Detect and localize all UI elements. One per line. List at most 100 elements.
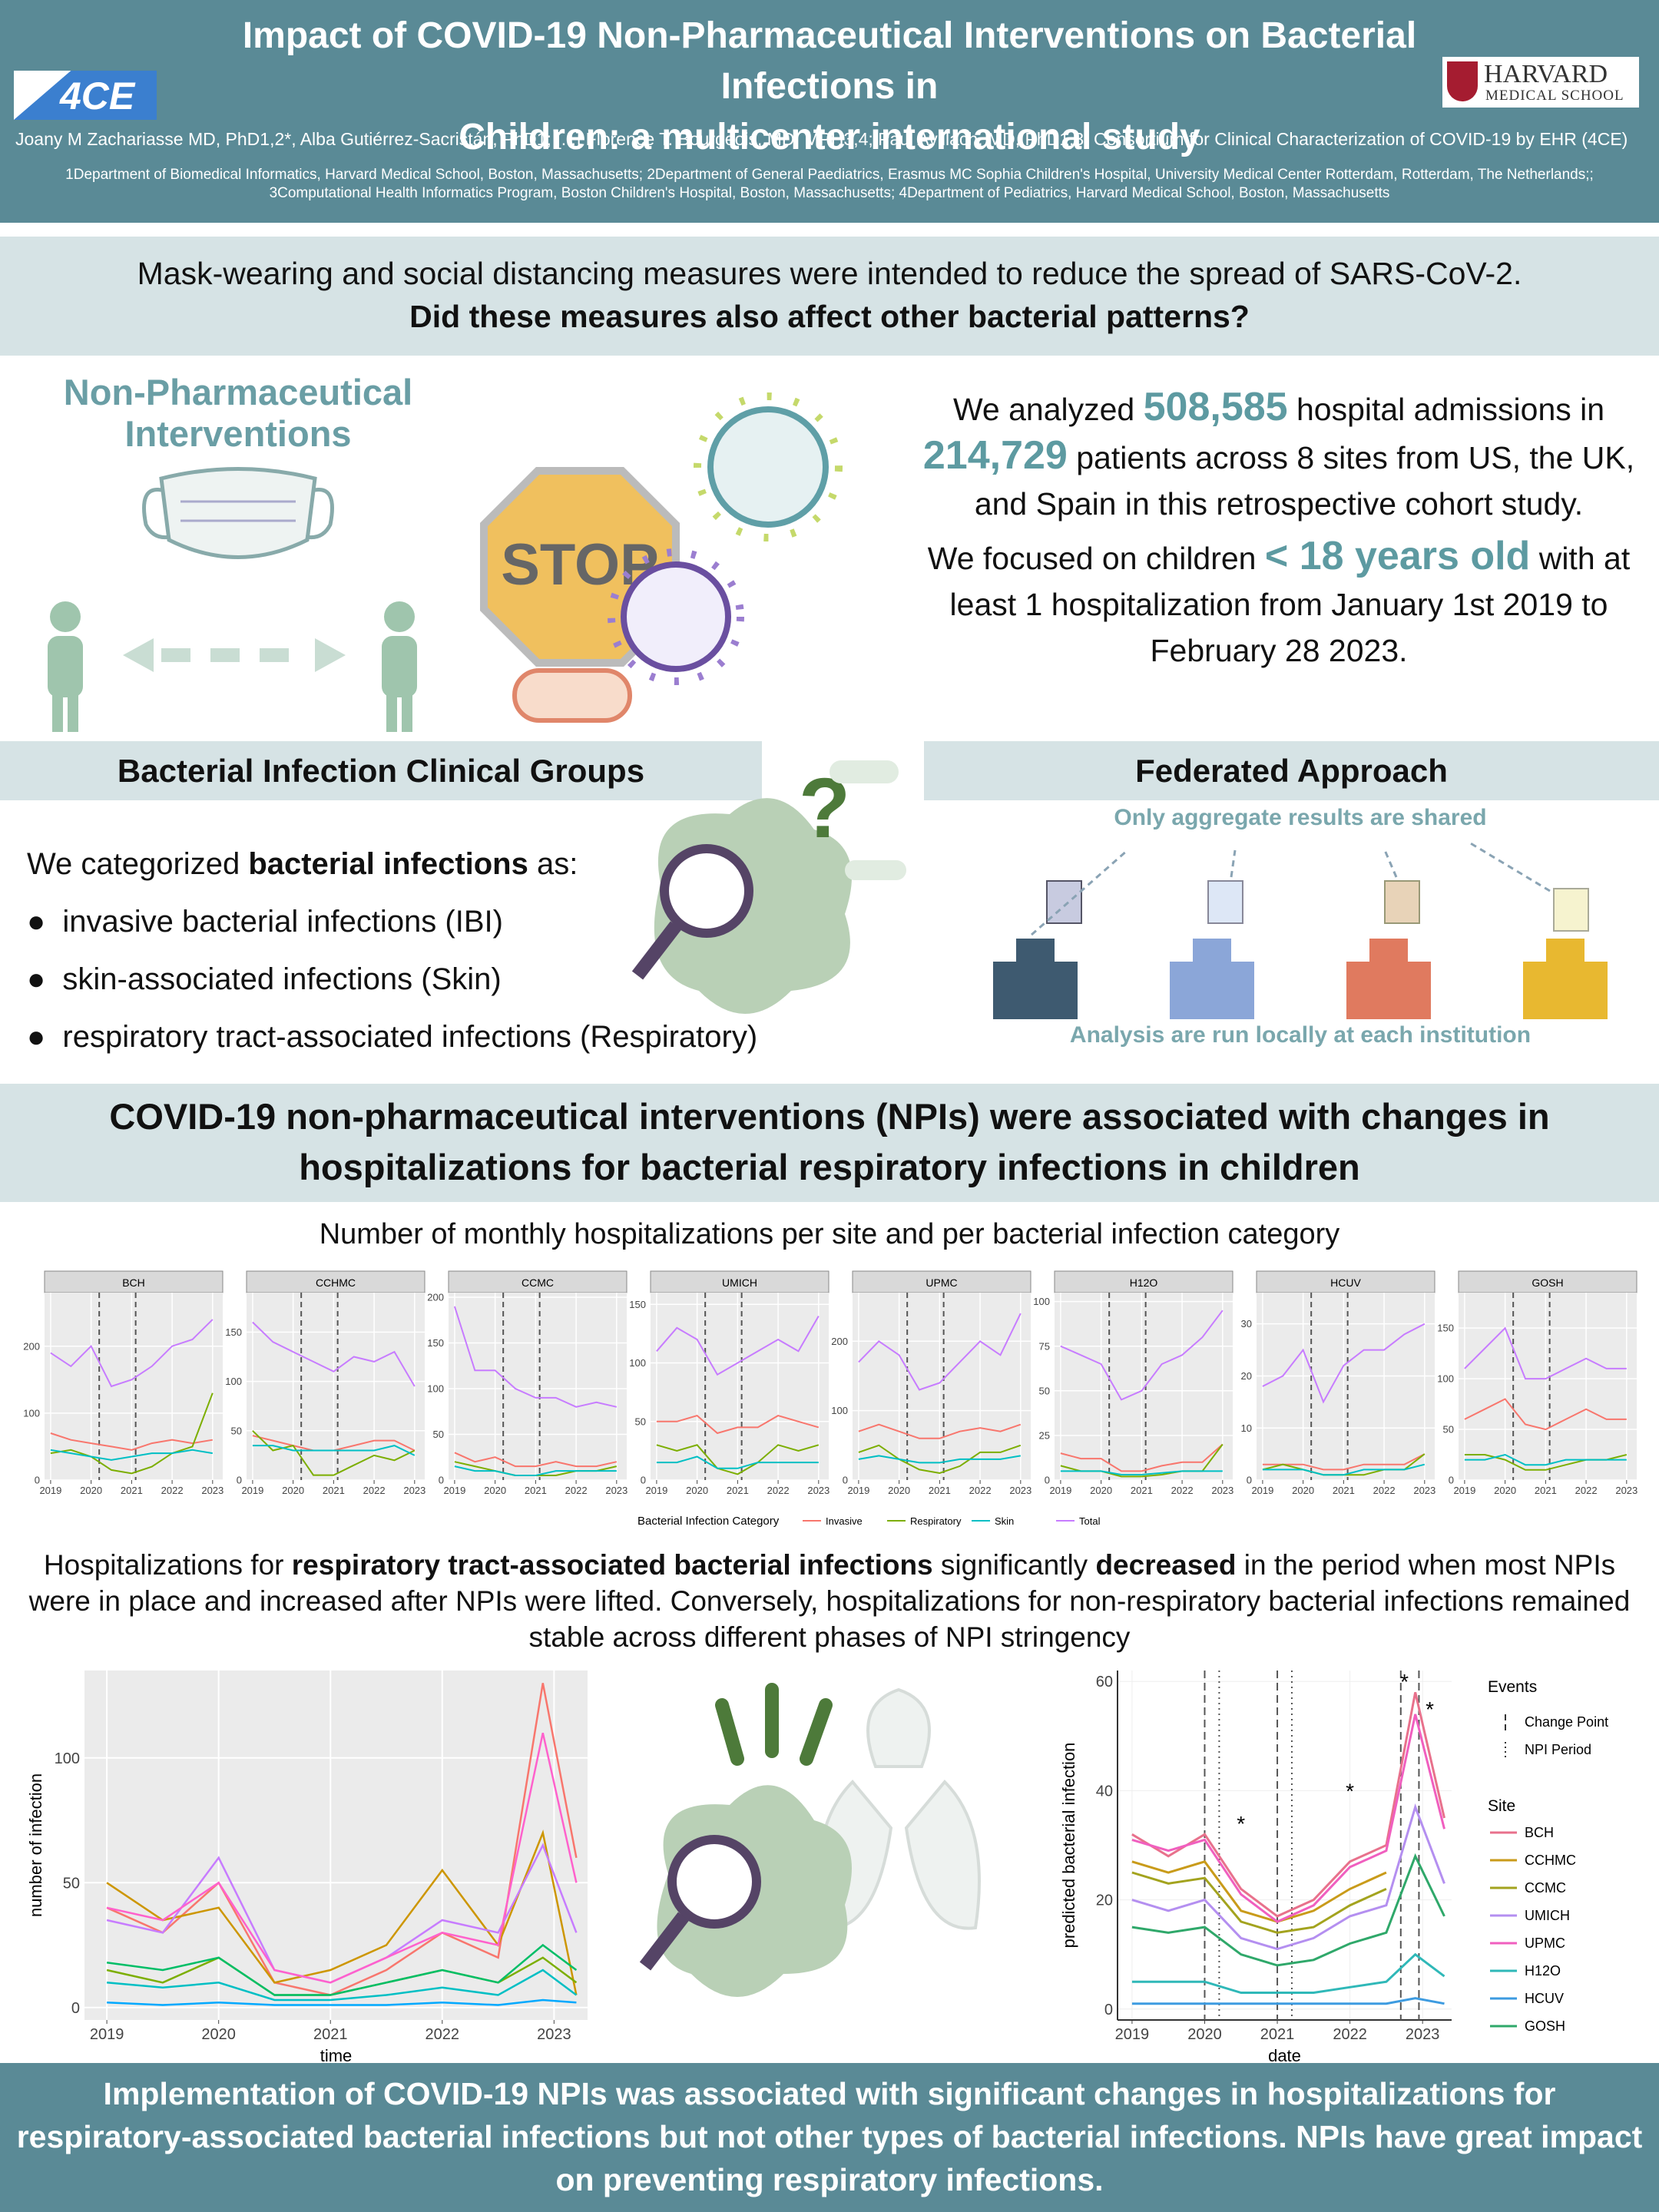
title-line: Impact of COVID-19 Non-Pharmaceutical In…: [242, 15, 1417, 107]
y-tick-label: 150: [629, 1299, 646, 1310]
y-tick-label: 40: [1096, 1783, 1113, 1800]
plot-background: [84, 1671, 588, 2020]
text: respiratory tract-associated bacterial i…: [291, 1549, 933, 1581]
series-line: [656, 1316, 820, 1376]
x-axis-label: time: [320, 2046, 353, 2063]
groups-list: We categorized bacterial infections as: …: [27, 836, 757, 1066]
text: We categorized: [27, 847, 249, 881]
result-text: Hospitalizations for respiratory tract-a…: [23, 1547, 1636, 1655]
legend-label: HCUV: [1525, 1991, 1564, 2006]
legend-label: CCMC: [1525, 1880, 1566, 1896]
x-tick-label: 2020: [686, 1485, 708, 1496]
series-line: [50, 1449, 213, 1461]
x-tick-label: 2023: [537, 2026, 571, 2043]
x-tick-label: 2022: [1171, 1485, 1194, 1496]
y-tick-label: 0: [35, 1475, 40, 1486]
series-line: [454, 1452, 618, 1468]
y-tick-label: 100: [427, 1383, 444, 1395]
x-tick-label: 2020: [1090, 1485, 1112, 1496]
y-tick-label: 100: [55, 1750, 80, 1767]
y-axis-label: number of infection: [26, 1773, 45, 1917]
x-tick-label: 2021: [727, 1485, 749, 1496]
number: 214,729: [922, 433, 1068, 478]
series-line: [1262, 1323, 1426, 1404]
strip: [44, 1270, 224, 1293]
y-tick-label: 50: [635, 1416, 646, 1427]
strip: [448, 1270, 628, 1293]
list-item: ● respiratory tract-associated infection…: [27, 1020, 758, 1054]
x-tick-label: 2021: [1333, 1485, 1355, 1496]
x-tick-label: 2020: [1292, 1485, 1314, 1496]
legend-label: NPI Period: [1525, 1742, 1591, 1757]
x-tick-label: 2023: [1406, 2026, 1440, 2043]
y-tick-label: 0: [71, 2000, 80, 2017]
y-tick-label: 0: [1449, 1475, 1454, 1486]
conclusion: Implementation of COVID-19 NPIs was asso…: [0, 2063, 1659, 2212]
x-tick-label: 2023: [605, 1485, 628, 1496]
legend-label: Respiratory: [910, 1515, 962, 1527]
plot-background: [1118, 1671, 1452, 2020]
series-line: [1131, 1853, 1445, 1967]
x-tick-label: 2020: [80, 1485, 102, 1496]
logo-text: MEDICAL SCHOOL: [1485, 88, 1624, 104]
x-tick-label: 2019: [1049, 1485, 1071, 1496]
panel-title: UPMC: [926, 1277, 957, 1289]
y-tick-label: 0: [439, 1475, 444, 1486]
series-line: [1131, 1952, 1445, 1994]
panel-title: BCH: [122, 1277, 145, 1289]
text: skin-associated infections (Skin): [62, 962, 502, 996]
note: Analysis are run locally at each institu…: [1070, 1022, 1531, 1048]
series-line: [858, 1444, 1022, 1475]
text: with at least 1 hospitalization from Jan…: [949, 541, 1631, 668]
highlight: < 18 years old: [1264, 534, 1531, 578]
legend-title: Bacterial Infection Category: [637, 1515, 780, 1528]
x-tick-label: 2019: [847, 1485, 869, 1496]
plot-background: [449, 1293, 627, 1480]
x-tick-label: 2020: [282, 1485, 304, 1496]
header: Impact of COVID-19 Non-Pharmaceutical In…: [0, 0, 1659, 223]
series-line: [106, 1969, 578, 2002]
section-heading: Federated Approach: [924, 741, 1659, 800]
legend-label: Change Point: [1525, 1714, 1608, 1730]
series-line: [453, 1306, 618, 1408]
series-line: [454, 1465, 617, 1476]
plot-background: [247, 1293, 425, 1480]
plot-background: [651, 1293, 829, 1480]
y-tick-label: 60: [1096, 1674, 1113, 1690]
x-tick-label: 2022: [161, 1485, 184, 1496]
panel-title: GOSH: [1532, 1277, 1563, 1289]
series-line: [1262, 1463, 1426, 1476]
y-tick-label: 0: [237, 1475, 242, 1486]
bacteria-illustration: ?: [631, 760, 906, 1014]
x-tick-label: 2023: [1615, 1485, 1637, 1496]
panel-title: UMICH: [722, 1277, 757, 1289]
x-tick-label: 2020: [1494, 1485, 1516, 1496]
x-axis-label: date: [1268, 2046, 1301, 2063]
series-line: [106, 1683, 578, 1996]
y-tick-label: 100: [831, 1405, 848, 1416]
y-tick-label: 50: [63, 1875, 80, 1892]
chart-left: 0 50 100 2019 2020 2021 2022 2023 time number of …: [26, 1671, 588, 2063]
y-tick-label: 0: [843, 1475, 848, 1486]
number: 508,585: [1143, 385, 1288, 429]
strip: [246, 1270, 426, 1293]
y-tick-label: 150: [225, 1326, 242, 1338]
legend-title: Events: [1488, 1678, 1537, 1696]
series-line: [252, 1430, 416, 1476]
study-text: We analyzed 508,585 hospital admissions …: [914, 384, 1644, 527]
x-tick-label: 2020: [888, 1485, 910, 1496]
plot-background: [1257, 1293, 1435, 1480]
text: respiratory tract-associated infections …: [62, 1020, 758, 1054]
x-tick-label: 2021: [1535, 1485, 1557, 1496]
strip: [1458, 1270, 1637, 1293]
text: as:: [528, 847, 578, 881]
series-line: [1464, 1398, 1627, 1431]
series-line: [858, 1455, 1021, 1464]
authors: Joany M Zachariasse MD, PhD1,2*, Alba Gu…: [15, 129, 1628, 149]
series-line: [50, 1392, 214, 1475]
x-tick-label: 2022: [363, 1485, 386, 1496]
finding: COVID-19 non-pharmaceutical intervention…: [0, 1084, 1659, 1202]
x-tick-label: 2020: [1187, 2026, 1222, 2043]
x-tick-label: 2019: [443, 1485, 465, 1496]
y-tick-label: 50: [433, 1429, 444, 1440]
